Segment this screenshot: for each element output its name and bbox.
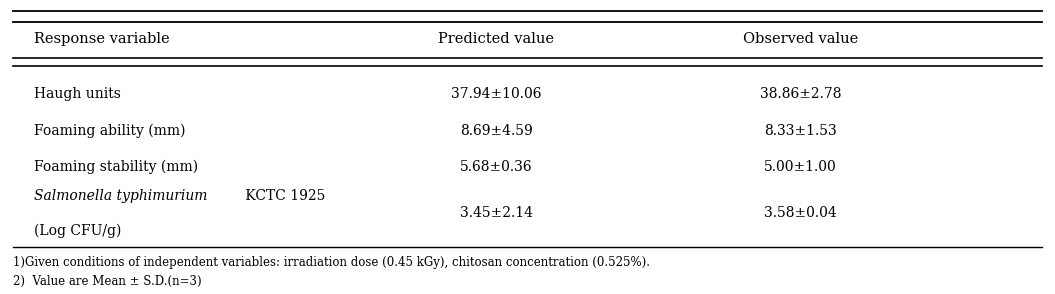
Text: 1)Given conditions of independent variables: irradiation dose (0.45 kGy), chitos: 1)Given conditions of independent variab…: [14, 256, 650, 269]
Text: Observed value: Observed value: [743, 32, 858, 46]
Text: KCTC 1925: KCTC 1925: [241, 189, 325, 203]
Text: 5.68±0.36: 5.68±0.36: [460, 160, 533, 174]
Text: 8.69±4.59: 8.69±4.59: [460, 124, 533, 138]
Text: 3.58±0.04: 3.58±0.04: [764, 206, 837, 220]
Text: Foaming stability (mm): Foaming stability (mm): [34, 160, 198, 174]
Text: Response variable: Response variable: [34, 32, 170, 46]
Text: 37.94±10.06: 37.94±10.06: [450, 87, 541, 101]
Text: 2)  Value are Mean ± S.D.(n=3): 2) Value are Mean ± S.D.(n=3): [14, 275, 202, 288]
Text: Predicted value: Predicted value: [438, 32, 554, 46]
Text: 38.86±2.78: 38.86±2.78: [760, 87, 841, 101]
Text: 3.45±2.14: 3.45±2.14: [460, 206, 533, 220]
Text: Salmonella typhimurium: Salmonella typhimurium: [34, 189, 208, 203]
Text: Foaming ability (mm): Foaming ability (mm): [34, 124, 186, 138]
Text: 8.33±1.53: 8.33±1.53: [764, 124, 837, 138]
Text: (Log CFU/g): (Log CFU/g): [34, 223, 121, 238]
Text: Haugh units: Haugh units: [34, 87, 121, 101]
Text: 5.00±1.00: 5.00±1.00: [764, 160, 837, 174]
